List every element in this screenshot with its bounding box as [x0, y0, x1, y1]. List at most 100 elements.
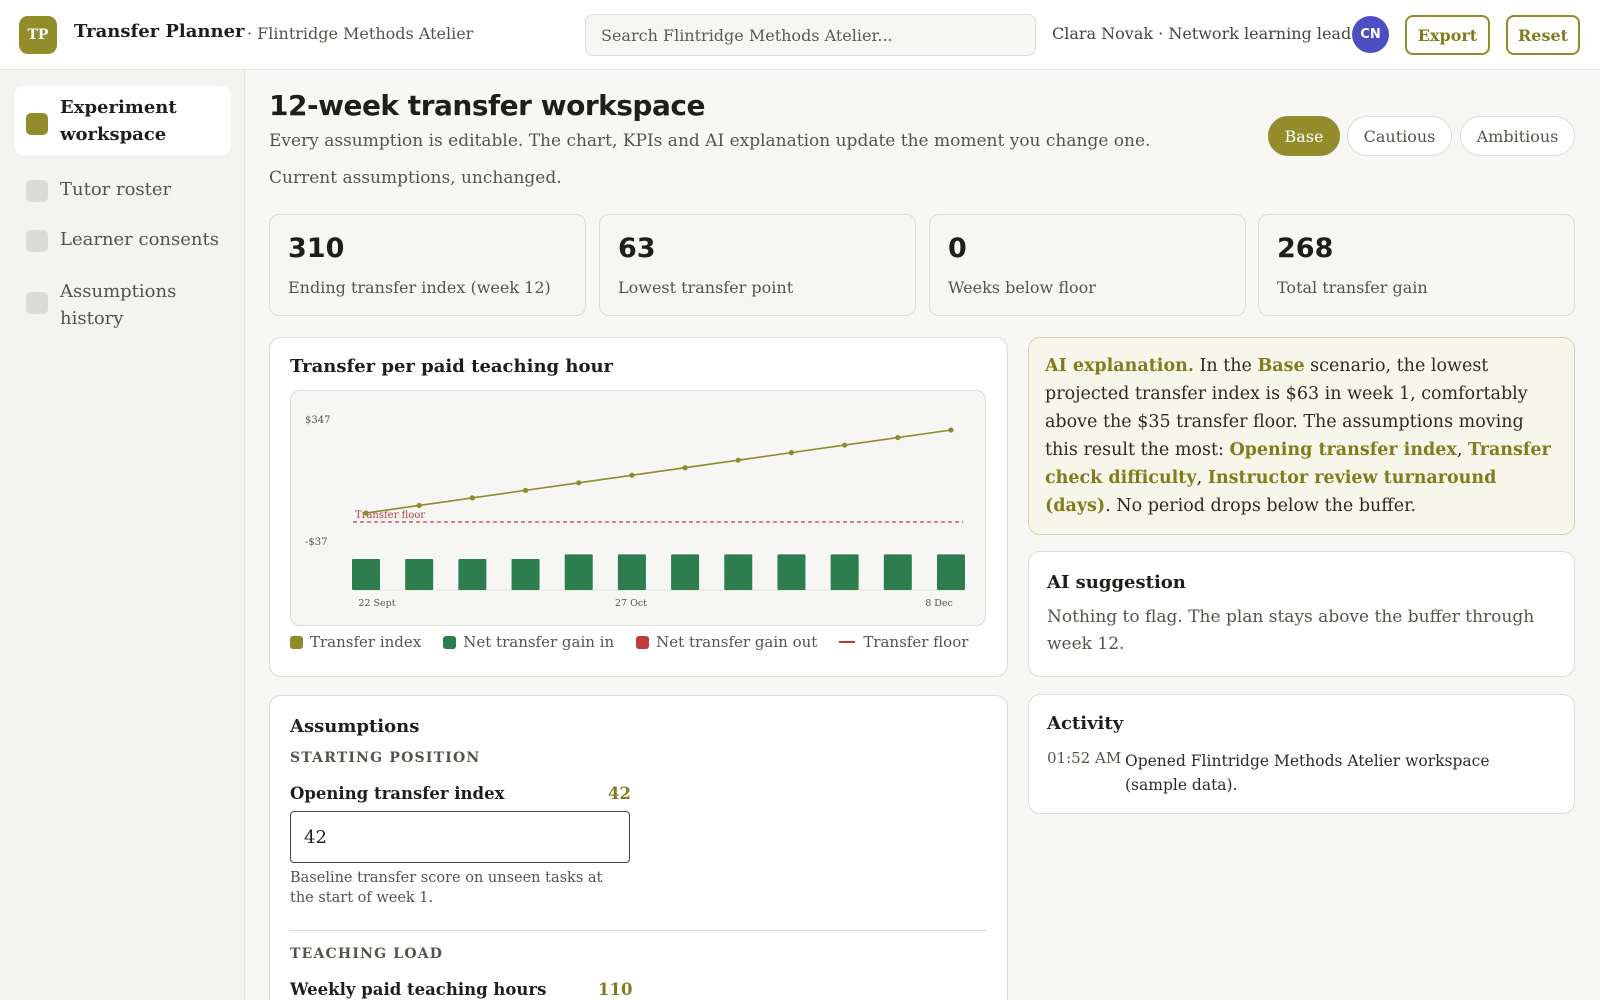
opening-transfer-index-input[interactable] — [290, 811, 630, 863]
sidebar-item-label: Experiment workspace — [60, 97, 177, 145]
search-input[interactable] — [585, 14, 1036, 56]
gain-bar — [883, 554, 912, 590]
legend-swatch — [290, 635, 303, 649]
transfer-index-point — [416, 502, 422, 509]
activity-time: 01:52 AM — [1047, 749, 1122, 767]
status-text: Current assumptions, unchanged. — [269, 168, 562, 188]
ai-key-assumption[interactable]: Instructor review turnaround (days) — [1045, 468, 1497, 516]
ai-key-assumption[interactable]: Opening transfer index — [1229, 440, 1457, 460]
kpi-label: Ending transfer index (week 12) — [288, 278, 551, 297]
gain-bar — [777, 554, 806, 590]
ai-text: , — [1456, 440, 1468, 460]
chart-title: Transfer per paid teaching hour — [290, 356, 614, 377]
field-value: 42 — [608, 784, 631, 803]
gain-bar — [405, 559, 434, 590]
suggestion-text: Nothing to flag. The plan stays above th… — [1047, 607, 1535, 654]
ai-explanation-card: AI explanation. In the Base scenario, th… — [1028, 337, 1575, 535]
chart-legend: Transfer index Net transfer gain in Net … — [290, 633, 990, 651]
transfer-index-line — [365, 429, 952, 514]
assumptions-card: Assumptions STARTING POSITION Opening tr… — [269, 695, 1008, 1000]
transfer-index-point — [735, 457, 741, 463]
org-name: · Flintridge Methods Atelier — [247, 24, 474, 43]
gain-bar — [511, 559, 540, 590]
scenario-base-button[interactable]: Base — [1268, 116, 1340, 156]
kpi-value: 268 — [1277, 233, 1334, 264]
assumptions-title: Assumptions — [290, 716, 420, 737]
y-tick-label: -$37 — [305, 537, 327, 548]
gain-bar — [937, 554, 965, 590]
gain-bar — [617, 554, 646, 590]
gain-bar — [724, 554, 753, 590]
activity-card: Activity 01:52 AM Opened Flintridge Meth… — [1028, 694, 1575, 814]
field-help: Baseline transfer score on unseen tasks … — [290, 870, 603, 906]
sidebar-marker-icon — [26, 292, 48, 314]
transfer-index-point — [895, 434, 901, 441]
kpi-label: Total transfer gain — [1277, 278, 1428, 297]
kpi-label: Weeks below floor — [948, 278, 1096, 297]
reset-button[interactable]: Reset — [1506, 15, 1580, 55]
ai-text: scenario, the lowest projected transfer … — [1045, 356, 1528, 460]
y-tick-label: $347 — [305, 415, 330, 426]
legend-swatch — [636, 635, 650, 649]
gain-bar — [830, 554, 859, 590]
kpi-card: 63 Lowest transfer point — [599, 214, 916, 316]
kpi-card: 268 Total transfer gain — [1258, 214, 1575, 316]
transfer-index-point — [788, 450, 795, 456]
page-title: 12-week transfer workspace — [269, 89, 705, 122]
sidebar-item-tutor-roster[interactable]: Tutor roster — [14, 168, 231, 211]
floor-label: Transfer floor — [355, 510, 425, 521]
kpi-value: 0 — [948, 233, 967, 264]
gain-bar — [352, 559, 380, 590]
legend-swatch — [839, 641, 856, 643]
transfer-index-point — [522, 487, 529, 493]
ai-text: . No period drops below the buffer. — [1105, 496, 1417, 516]
sidebar-item-label: Assumptions history — [60, 281, 177, 329]
legend-item: Transfer floor — [839, 633, 968, 651]
scenario-cautious-button[interactable]: Cautious — [1347, 116, 1452, 156]
section-heading: STARTING POSITION — [290, 750, 481, 766]
transfer-chart: $347 -$37 Transfer floor 22 Sept 27 Oct 8 Dec — [305, 415, 965, 609]
sidebar-item-experiment-workspace[interactable]: Experiment workspace — [14, 86, 231, 156]
section-heading: TEACHING LOAD — [290, 946, 444, 962]
activity-title: Activity — [1047, 713, 1124, 734]
suggestion-title: AI suggestion — [1047, 572, 1186, 593]
kpi-value: 63 — [618, 233, 656, 264]
sidebar-item-label: Learner consents — [60, 229, 219, 250]
activity-text: Opened Flintridge Methods Atelier worksp… — [1125, 752, 1490, 794]
app-logo: TP — [19, 16, 57, 54]
ai-text: In the — [1193, 356, 1258, 376]
sidebar-marker-icon — [26, 230, 48, 252]
transfer-index-point — [682, 465, 688, 471]
scenario-ambitious-button[interactable]: Ambitious — [1460, 116, 1575, 156]
ai-suggestion-card: AI suggestion Nothing to flag. The plan … — [1028, 551, 1575, 677]
x-tick-label: 8 Dec — [925, 598, 953, 609]
transfer-index-point — [948, 427, 954, 433]
chart-area: $347 -$37 Transfer floor 22 Sept 27 Oct 8 Dec — [290, 390, 986, 626]
avatar[interactable]: CN — [1352, 16, 1389, 53]
export-button[interactable]: Export — [1405, 15, 1490, 55]
app-title: Transfer Planner — [74, 21, 245, 42]
legend-label: Net transfer gain out — [656, 633, 818, 651]
legend-swatch — [443, 635, 457, 649]
x-tick-label: 27 Oct — [615, 598, 647, 609]
x-tick-label: 22 Sept — [358, 598, 395, 609]
transfer-index-point — [469, 495, 475, 501]
transfer-index-point — [842, 442, 848, 448]
kpi-label: Lowest transfer point — [618, 278, 794, 297]
chart-card: Transfer per paid teaching hour $347 -$37… — [269, 337, 1008, 677]
sidebar-item-assumptions-history[interactable]: Assumptions history — [14, 270, 231, 340]
ai-key-assumption[interactable]: Transfer check difficulty — [1045, 440, 1551, 488]
transfer-index-point — [576, 480, 582, 486]
sidebar: Experiment workspace Tutor roster Learne… — [0, 70, 245, 1000]
gain-bar — [564, 554, 593, 590]
sidebar-item-learner-consents[interactable]: Learner consents — [14, 218, 231, 261]
legend-item: Transfer index — [290, 633, 421, 651]
page-subtitle: Every assumption is editable. The chart,… — [269, 131, 1151, 151]
ai-scenario-name: Base — [1257, 356, 1305, 376]
field-label: Weekly paid teaching hours — [290, 980, 547, 999]
legend-label: Transfer index — [310, 633, 422, 651]
sidebar-item-label: Tutor roster — [60, 179, 172, 200]
user-info: Clara Novak · Network learning lead — [1052, 24, 1352, 43]
ai-explanation-lead: AI explanation. — [1045, 356, 1194, 376]
field-value: 110 — [598, 980, 633, 999]
